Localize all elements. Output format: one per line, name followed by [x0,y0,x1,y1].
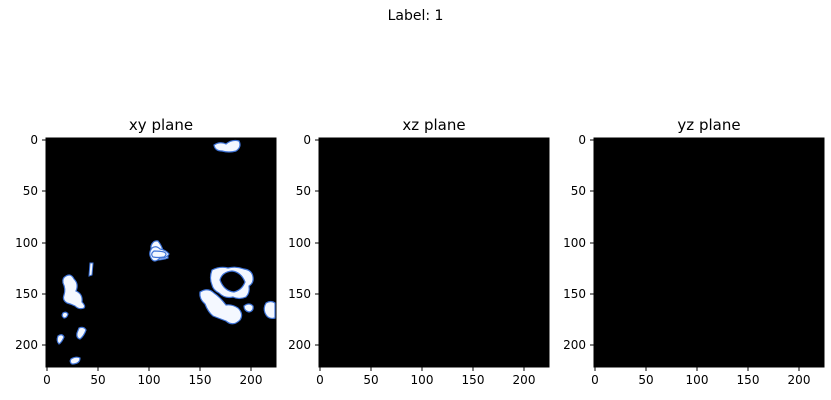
x-tick-label: 100 [138,373,161,387]
y-ticks-yz: 0 50 100 150 200 [563,133,594,352]
y-tick-label: 0 [303,133,311,147]
x-tick-label: 50 [363,373,378,387]
panel-xy: xy plane 0 50 100 150 200 0 5 [0,116,280,387]
y-tick-label: 100 [563,236,586,250]
x-tick-label: 50 [638,373,653,387]
x-tick-label: 100 [686,373,709,387]
blob-group-yz [56,250,167,365]
panel-title-xz: xz plane [402,116,466,134]
y-tick-label: 50 [571,184,586,198]
y-tick-label: 150 [563,287,586,301]
x-tick-label: 150 [737,373,760,387]
figure-suptitle: Label: 1 [387,8,444,24]
image-xz: 0 50 100 150 200 0 50 100 150 200 [62,133,550,387]
y-tick-label: 100 [15,236,38,250]
panel-yz: yz plane 0 50 100 150 200 [56,116,828,387]
image-yz: 0 50 100 150 200 0 50 100 150 200 [56,133,825,387]
x-tick-label: 100 [411,373,434,387]
y-ticks-xy: 0 50 100 150 200 [15,133,46,352]
x-tick-label: 200 [788,373,811,387]
y-tick-label: 200 [15,338,38,352]
panel-xz: xz plane 0 50 100 150 200 [62,116,553,387]
y-tick-label: 0 [578,133,586,147]
x-tick-label: 0 [591,373,599,387]
x-tick-label: 200 [240,373,263,387]
y-tick-label: 150 [288,287,311,301]
x-tick-label: 150 [189,373,212,387]
x-tick-label: 0 [43,373,51,387]
x-ticks-xz: 0 50 100 150 200 [316,367,535,387]
x-tick-label: 50 [90,373,105,387]
x-tick-label: 0 [316,373,324,387]
y-tick-label: 0 [30,133,38,147]
x-ticks-yz: 0 50 100 150 200 [591,367,810,387]
y-tick-label: 50 [23,184,38,198]
panel-title-yz: yz plane [677,116,741,134]
x-ticks-xy: 0 50 100 150 200 [43,367,262,387]
y-tick-label: 100 [288,236,311,250]
y-tick-label: 150 [15,287,38,301]
x-tick-label: 200 [513,373,536,387]
y-tick-label: 50 [296,184,311,198]
panel-title-xy: xy plane [128,116,194,134]
y-tick-label: 200 [288,338,311,352]
y-tick-label: 200 [563,338,586,352]
x-tick-label: 150 [462,373,485,387]
blob-group-xz [62,246,254,325]
image-xy: 0 50 100 150 200 0 50 100 150 200 [15,133,277,387]
y-ticks-xz: 0 50 100 150 200 [288,133,319,352]
